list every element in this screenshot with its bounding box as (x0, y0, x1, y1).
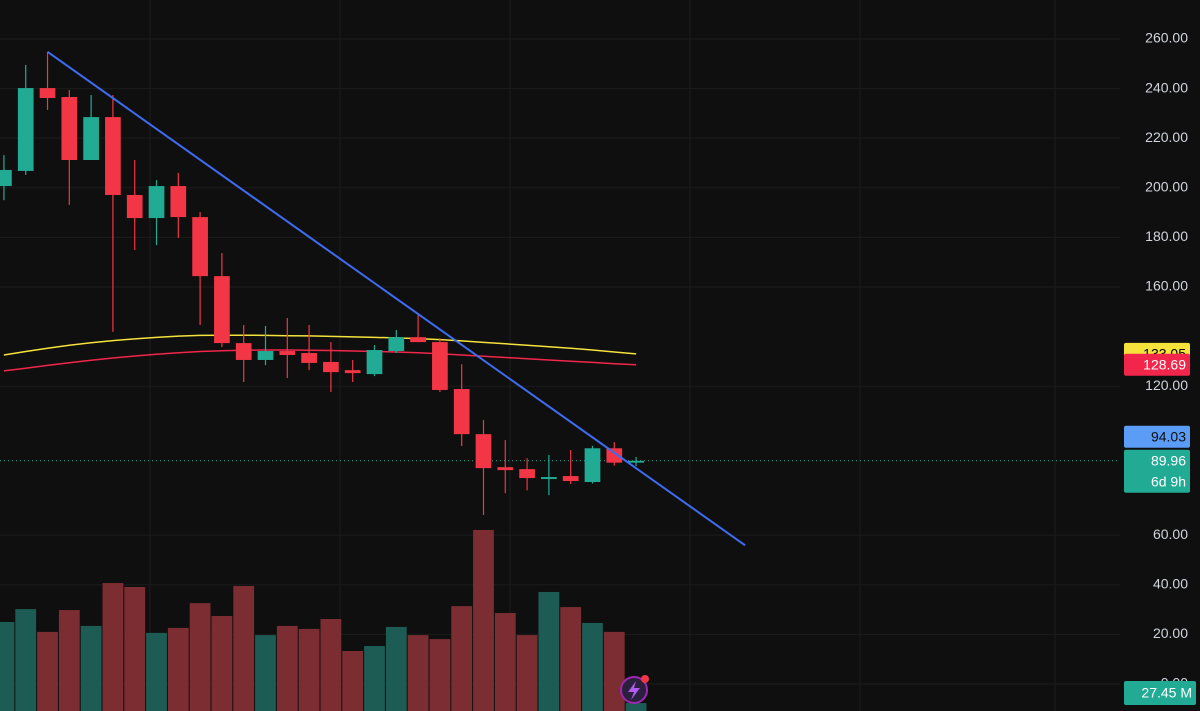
volume-bar (516, 635, 538, 711)
candle-body (170, 186, 187, 218)
volume-bar (407, 635, 429, 711)
volume-bar (603, 631, 625, 711)
volume-bar (582, 622, 603, 711)
y-tick-label: 200.00 (1145, 179, 1188, 195)
volume-bar (37, 631, 58, 711)
volume-bar (80, 625, 102, 711)
last-price-box (1124, 449, 1190, 493)
volume-bar (298, 628, 320, 711)
volume-bar (342, 650, 364, 711)
y-tick-label: 240.00 (1145, 79, 1188, 95)
volume-label: 27.45 M (1141, 685, 1192, 701)
candle-body (192, 217, 208, 277)
candle-body (323, 361, 339, 373)
candle-body (497, 467, 514, 471)
volume-bar (385, 626, 407, 711)
candle-body (475, 434, 492, 469)
candle-body (17, 88, 34, 171)
y-tick-label: 260.00 (1145, 30, 1188, 46)
icon-dot (641, 675, 649, 683)
candle-body (606, 448, 623, 463)
volume-bar (58, 610, 80, 711)
volume-bar (560, 607, 582, 711)
volume-bar (167, 627, 189, 711)
volume-bar (0, 621, 15, 711)
volume-bar (211, 616, 233, 711)
volume-bar (494, 613, 516, 711)
candle-body (39, 88, 56, 98)
grid (0, 38, 1120, 685)
candle-body (541, 477, 557, 480)
moving-average (3, 349, 637, 372)
volume-bar (255, 635, 276, 711)
alert-icon (620, 675, 649, 704)
candle-body (279, 351, 296, 356)
candle-body (0, 169, 12, 187)
y-tick-label: 220.00 (1145, 129, 1188, 145)
plot (0, 51, 746, 547)
icon-bolt (628, 681, 640, 700)
y-tick-label: 60.00 (1153, 526, 1188, 542)
candle-body (453, 388, 470, 435)
candle-body (562, 476, 579, 482)
volume-bar (625, 703, 647, 711)
candle-body (432, 342, 448, 390)
trend-label-box (1124, 425, 1190, 448)
candle-body (61, 96, 78, 161)
candle-body (410, 337, 426, 343)
volume-bar (429, 639, 451, 711)
vertical-grid (149, 0, 1056, 711)
trend-label: 94.03 (1151, 428, 1186, 444)
candle-body (584, 448, 601, 483)
ma-label: 128.69 (1143, 356, 1186, 372)
y-tick-label: 120.00 (1145, 377, 1188, 393)
candle-body (235, 343, 252, 360)
volume-bar (124, 587, 146, 711)
candle-body (105, 117, 121, 195)
candle-body (388, 337, 405, 352)
volume-bar (473, 529, 494, 711)
volume-bar (189, 603, 211, 711)
volume-bar (233, 586, 255, 711)
candle-body (344, 370, 361, 374)
candle-body (214, 276, 230, 344)
volume-bar (146, 632, 167, 711)
candle-body (519, 469, 535, 479)
countdown-label: 6d 9h (1151, 473, 1186, 489)
volume-label-box (1124, 681, 1196, 705)
volume-pane (0, 529, 647, 711)
y-tick-label: 40.00 (1153, 575, 1188, 591)
volume-bar (451, 606, 473, 711)
candle-body (257, 351, 274, 360)
candle-body (628, 460, 644, 463)
y-tick-label: 180.00 (1145, 228, 1188, 244)
candle-body (148, 186, 165, 219)
trendline (46, 51, 746, 547)
candle-body (126, 194, 143, 219)
moving-average (3, 334, 637, 356)
candle-body (83, 117, 99, 161)
volume-bar (538, 591, 560, 711)
volume-bar (364, 646, 385, 711)
volume-bar (276, 625, 298, 711)
volume-bar (15, 609, 37, 711)
candle-body (366, 350, 383, 375)
y-tick-label: 20.00 (1153, 625, 1188, 641)
volume-bar (102, 583, 124, 711)
last-price-label: 89.96 (1151, 452, 1186, 468)
volume-bar (320, 618, 342, 711)
candle-body (301, 353, 317, 363)
ma-label-box (1124, 353, 1190, 376)
y-tick-label: 160.00 (1145, 278, 1188, 294)
